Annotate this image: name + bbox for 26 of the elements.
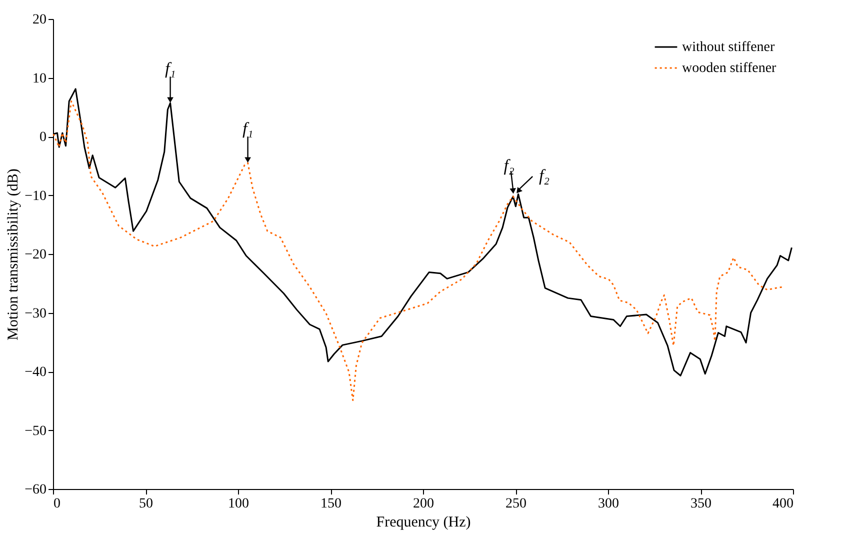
y-tick-label: −10 bbox=[24, 188, 46, 204]
y-tick-label: 0 bbox=[40, 130, 46, 145]
y-tick-label: −50 bbox=[24, 424, 46, 439]
annotation: f₁ bbox=[242, 118, 254, 138]
x-tick-label: 200 bbox=[413, 496, 434, 512]
x-tick-label: 250 bbox=[506, 496, 526, 512]
x-tick-label: 0 bbox=[54, 496, 60, 512]
y-tick-label: −60 bbox=[24, 482, 46, 498]
legend-label: without stiffener bbox=[682, 40, 776, 55]
y-axis-title: Motion transmissibility (dB) bbox=[6, 168, 22, 340]
y-tick-label: −30 bbox=[24, 306, 46, 322]
y-tick-label: 10 bbox=[32, 71, 46, 86]
x-axis-title: Frequency (Hz) bbox=[376, 514, 471, 530]
annotation: f₂ bbox=[504, 156, 514, 176]
x-tick-label: 150 bbox=[320, 496, 342, 512]
y-tick-label: 20 bbox=[32, 12, 46, 28]
annotation: f₂ bbox=[538, 166, 550, 186]
y-tick-label: −40 bbox=[24, 365, 46, 380]
x-tick-label: 350 bbox=[690, 496, 712, 512]
x-tick-label: 300 bbox=[598, 496, 619, 512]
y-tick-label: −20 bbox=[24, 248, 46, 262]
x-tick-label: 400 bbox=[772, 496, 794, 512]
legend-label: wooden stiffener bbox=[682, 61, 777, 76]
x-tick-label: 50 bbox=[139, 496, 153, 512]
annotation: f₁ bbox=[164, 59, 176, 78]
x-tick-label: 100 bbox=[228, 496, 249, 512]
